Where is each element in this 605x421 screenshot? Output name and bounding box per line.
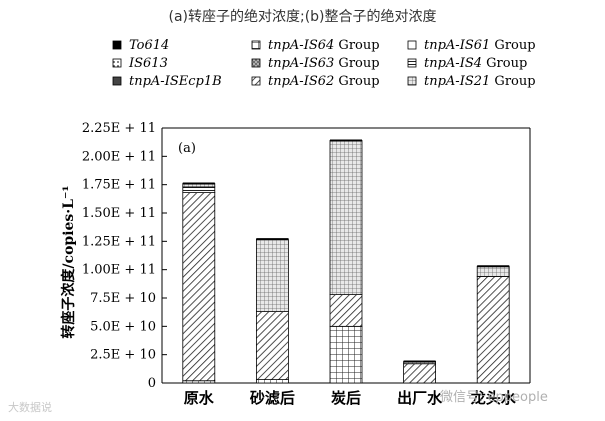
legend-label: To614 (129, 38, 169, 53)
bars-group (182, 139, 510, 384)
y-tick-label: 1.50E + 11 (82, 206, 156, 221)
y-axis-title: 转座子浓度/copies·L⁻¹ (60, 185, 77, 338)
x-tick-label: 炭后 (331, 389, 361, 407)
legend-swatch (251, 40, 261, 50)
legend-label: IS613 (128, 56, 168, 71)
x-tick-label: 砂滤后 (250, 389, 295, 407)
legend-swatch (407, 58, 417, 68)
y-tick-label: 7.5E + 10 (90, 291, 156, 306)
y-tick-label: 5.0E + 10 (90, 319, 156, 334)
bar-segment (403, 363, 437, 384)
y-tick-label: 2.5E + 10 (90, 348, 156, 363)
bar-segment (255, 379, 289, 384)
legend-label: tnpA-IS63 Group (268, 56, 380, 71)
bar-segment (329, 294, 363, 327)
y-tick-label: 1.25E + 11 (82, 234, 156, 249)
legend-swatch (251, 76, 261, 86)
legend-label: tnpA-IS62 Group (268, 74, 380, 89)
legend-label: tnpA-IS61 Group (424, 38, 536, 53)
y-axis-ticks: 0 2.5E + 10 5.0E + 10 7.5E + 10 1.00E + 11 1.… (82, 121, 167, 391)
figure-caption: (a)转座子的绝对浓度;(b)整合子的绝对浓度 (168, 9, 437, 25)
bar-segment (182, 192, 216, 382)
y-tick-label: 2.25E + 11 (82, 121, 156, 136)
legend-label: tnpA-IS21 Group (424, 74, 536, 89)
x-tick-label: 出厂水 (397, 389, 443, 407)
legend-swatch (112, 76, 122, 86)
legend-label: tnpA-IS64 Group (268, 38, 380, 53)
panel-label: (a) (178, 141, 196, 156)
watermark-right: 微信号: eppeople (440, 390, 548, 405)
bar-segment (329, 325, 363, 384)
bar-segment (476, 265, 510, 277)
y-tick-label: 1.00E + 11 (82, 263, 156, 278)
chart-legend: To614 IS613 tnpA-ISEcp1B tnpA-IS64 Group tnp… (112, 38, 536, 89)
bar-segment (182, 186, 216, 194)
legend-label: tnpA-IS4 Group (424, 56, 527, 71)
legend-swatch (407, 76, 417, 86)
x-axis-labels: 原水 砂滤后 炭后 出厂水 龙头水 (184, 389, 517, 407)
bar-segment (255, 311, 289, 381)
watermark-left: 大数据说 (8, 401, 52, 414)
y-tick-label: 0 (148, 376, 156, 391)
legend-swatch (251, 58, 261, 68)
x-tick-label: 龙头水 (470, 389, 517, 407)
legend-label: tnpA-ISEcp1B (129, 74, 222, 89)
x-tick-label: 原水 (184, 389, 215, 407)
bar-segment (329, 140, 363, 295)
bar-segment (476, 276, 510, 384)
bar-segment (255, 238, 289, 312)
legend-swatch (407, 40, 417, 50)
legend-swatch (112, 40, 122, 50)
legend-swatch (112, 58, 122, 68)
y-tick-label: 1.75E + 11 (82, 178, 156, 193)
y-tick-label: 2.00E + 11 (82, 149, 156, 164)
